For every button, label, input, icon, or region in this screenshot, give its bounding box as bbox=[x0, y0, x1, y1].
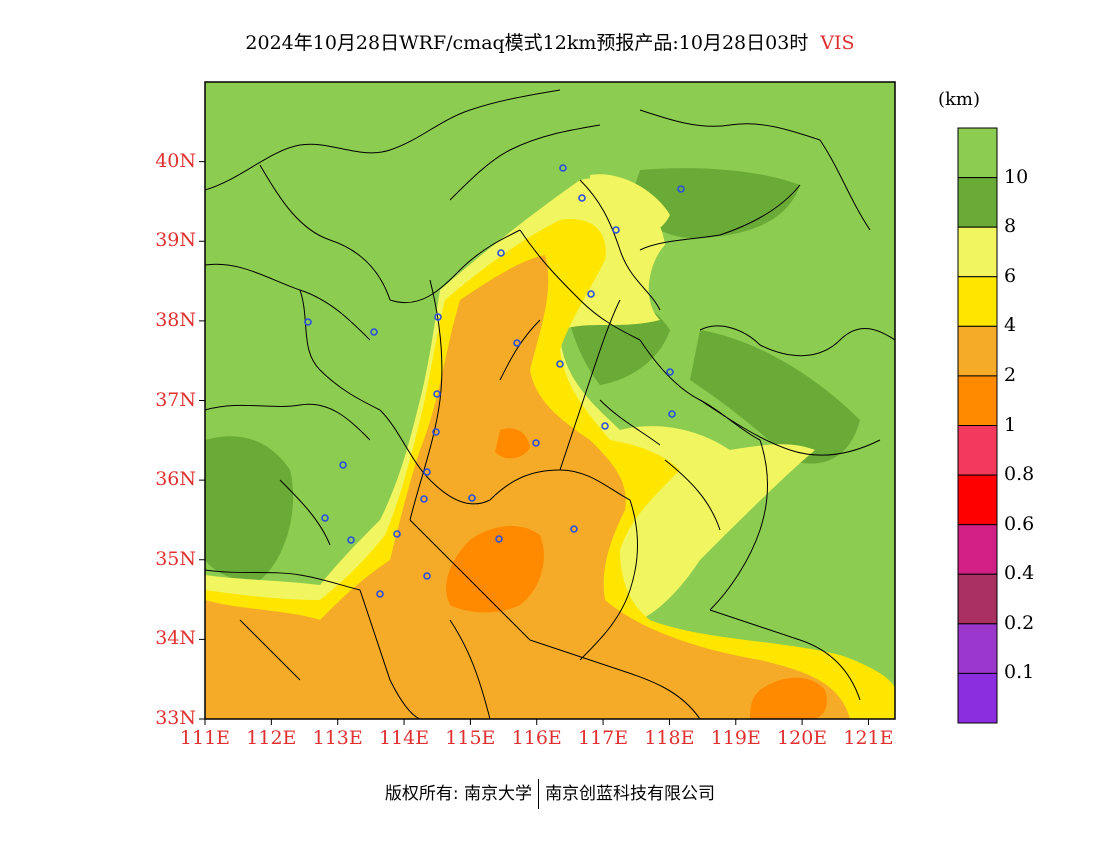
colorbar bbox=[957, 127, 998, 724]
station-marker bbox=[559, 164, 567, 172]
colorbar-tick-label: 0.1 bbox=[1004, 661, 1035, 684]
station-marker bbox=[434, 313, 442, 321]
title-variable: VIS bbox=[820, 32, 855, 54]
station-marker bbox=[321, 514, 329, 522]
latitude-label: 39N bbox=[155, 229, 196, 252]
longitude-label: 113E bbox=[312, 727, 363, 749]
copyright-credit: 版权所有: 南京大学 南京创蓝科技有限公司 bbox=[0, 779, 1100, 809]
latitude-label: 40N bbox=[155, 149, 196, 172]
colorbar-swatch bbox=[957, 573, 998, 625]
colorbar-swatch bbox=[957, 177, 998, 228]
latitude-label: 36N bbox=[155, 468, 196, 491]
station-marker bbox=[495, 535, 503, 543]
longitude-label: 116E bbox=[511, 727, 562, 749]
longitude-label: 117E bbox=[577, 727, 629, 749]
station-marker bbox=[433, 390, 441, 398]
credit-separator bbox=[538, 779, 540, 809]
colorbar-swatch bbox=[957, 623, 998, 674]
vis-region-1to2 bbox=[446, 428, 827, 719]
station-marker bbox=[513, 339, 521, 347]
latitude-label: 34N bbox=[155, 627, 196, 650]
longitude-label: 114E bbox=[378, 727, 430, 749]
colorbar-tick-label: 0.4 bbox=[1004, 562, 1035, 585]
station-marker bbox=[376, 590, 384, 598]
latitude-label: 38N bbox=[155, 308, 196, 331]
station-marker bbox=[587, 290, 595, 298]
colorbar-tick-label: 10 bbox=[1004, 165, 1029, 188]
station-marker bbox=[304, 318, 312, 326]
station-marker bbox=[423, 572, 431, 580]
station-marker bbox=[677, 185, 685, 193]
colorbar-unit: (km) bbox=[938, 89, 981, 110]
station-marker bbox=[556, 360, 564, 368]
station-marker bbox=[612, 226, 620, 234]
colorbar-tick-label: 6 bbox=[1004, 264, 1017, 287]
station-marker bbox=[423, 468, 431, 476]
colorbar-tick-label: 2 bbox=[1004, 363, 1017, 386]
colorbar-swatch bbox=[957, 672, 998, 724]
station-marker bbox=[570, 525, 578, 533]
axis-ticks bbox=[199, 161, 869, 725]
station-marker bbox=[668, 410, 676, 418]
longitude-label: 111E bbox=[179, 727, 231, 749]
visibility-field bbox=[205, 82, 895, 719]
station-marker bbox=[601, 422, 609, 430]
station-marker bbox=[420, 495, 428, 503]
station-marker bbox=[666, 368, 674, 376]
vis-region-2to4 bbox=[205, 255, 850, 719]
title-text: 2024年10月28日WRF/cmaq模式12km预报产品:10月28日03时 bbox=[245, 32, 809, 54]
station-marker bbox=[370, 328, 378, 336]
station-marker bbox=[393, 530, 401, 538]
station-marker bbox=[432, 428, 440, 436]
longitude-label: 115E bbox=[445, 727, 496, 749]
colorbar-tick-label: 1 bbox=[1004, 413, 1017, 436]
station-marker bbox=[347, 536, 355, 544]
colorbar-swatch bbox=[957, 425, 998, 476]
colorbar-swatch bbox=[957, 375, 998, 426]
longitude-label: 112E bbox=[246, 727, 297, 749]
colorbar-swatch bbox=[957, 524, 998, 575]
colorbar-tick-label: 0.8 bbox=[1004, 463, 1035, 486]
latitude-label: 37N bbox=[155, 388, 196, 411]
station-marker bbox=[578, 194, 586, 202]
colorbar-swatch bbox=[957, 474, 998, 526]
longitude-label: 119E bbox=[710, 727, 761, 749]
colorbar-tick-label: 4 bbox=[1004, 314, 1017, 337]
longitude-label: 118E bbox=[644, 727, 695, 749]
colorbar-swatch bbox=[957, 325, 998, 377]
colorbar-swatch bbox=[957, 276, 998, 327]
credit-right: 南京创蓝科技有限公司 bbox=[545, 784, 716, 804]
latitude-label: 33N bbox=[155, 707, 196, 729]
longitude-label: 121E bbox=[843, 727, 894, 749]
monitoring-stations bbox=[304, 164, 685, 598]
colorbar-tick-label: 0.6 bbox=[1004, 512, 1035, 535]
coastline bbox=[639, 184, 895, 357]
station-marker bbox=[497, 249, 505, 257]
longitude-label: 120E bbox=[777, 727, 828, 749]
colorbar-swatch bbox=[957, 127, 998, 179]
colorbar-swatch bbox=[957, 226, 998, 278]
station-marker bbox=[339, 461, 347, 469]
station-marker bbox=[532, 439, 540, 447]
latitude-label: 35N bbox=[155, 547, 196, 570]
station-marker bbox=[468, 494, 476, 502]
map-title: 2024年10月28日WRF/cmaq模式12km预报产品:10月28日03时 V… bbox=[0, 28, 1100, 55]
admin-boundaries bbox=[205, 89, 881, 719]
colorbar-tick-label: 8 bbox=[1004, 215, 1017, 238]
colorbar-tick-label: 0.2 bbox=[1004, 611, 1035, 634]
credit-left: 版权所有: 南京大学 bbox=[384, 784, 533, 804]
